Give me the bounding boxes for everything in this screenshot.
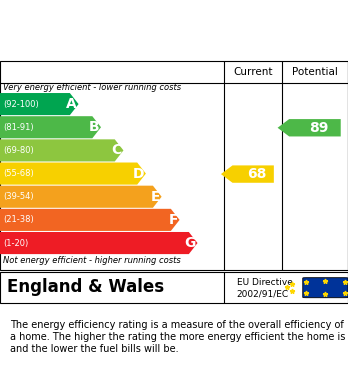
Text: A: A xyxy=(66,97,77,111)
Text: Current: Current xyxy=(234,66,273,77)
Text: (21-38): (21-38) xyxy=(3,215,34,224)
Text: (81-91): (81-91) xyxy=(3,123,34,132)
Text: (1-20): (1-20) xyxy=(3,239,29,248)
Polygon shape xyxy=(0,209,180,231)
Text: EU Directive: EU Directive xyxy=(237,278,293,287)
Polygon shape xyxy=(0,139,124,161)
Polygon shape xyxy=(221,165,274,183)
Polygon shape xyxy=(278,119,341,136)
Text: (69-80): (69-80) xyxy=(3,146,34,155)
Text: 2002/91/EC: 2002/91/EC xyxy=(237,290,289,299)
Text: E: E xyxy=(150,190,160,204)
Text: 89: 89 xyxy=(309,121,328,135)
Text: Not energy efficient - higher running costs: Not energy efficient - higher running co… xyxy=(3,256,181,265)
Polygon shape xyxy=(0,232,198,254)
Polygon shape xyxy=(0,186,161,208)
Text: G: G xyxy=(184,236,196,250)
Text: 68: 68 xyxy=(247,167,266,181)
Text: Potential: Potential xyxy=(292,66,338,77)
Polygon shape xyxy=(0,163,146,185)
Text: C: C xyxy=(111,143,122,158)
Text: The energy efficiency rating is a measure of the overall efficiency of a home. T: The energy efficiency rating is a measur… xyxy=(10,321,346,354)
Text: D: D xyxy=(133,167,144,181)
Text: (55-68): (55-68) xyxy=(3,169,34,178)
Text: Very energy efficient - lower running costs: Very energy efficient - lower running co… xyxy=(3,83,182,92)
Text: Energy Efficiency Rating: Energy Efficiency Rating xyxy=(10,37,220,52)
Text: England & Wales: England & Wales xyxy=(7,278,164,296)
Text: (92-100): (92-100) xyxy=(3,100,39,109)
Polygon shape xyxy=(0,93,79,115)
Text: (39-54): (39-54) xyxy=(3,192,34,201)
Text: B: B xyxy=(89,120,99,134)
Polygon shape xyxy=(0,116,101,138)
Text: F: F xyxy=(168,213,178,227)
FancyBboxPatch shape xyxy=(303,278,348,298)
